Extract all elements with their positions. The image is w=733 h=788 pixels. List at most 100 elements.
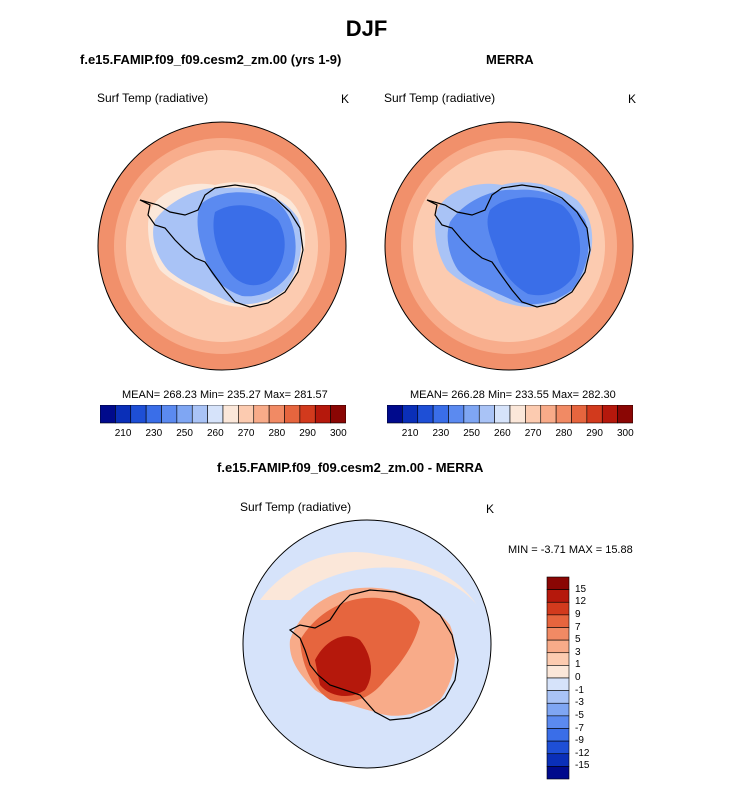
- page-title: DJF: [345, 16, 388, 41]
- colorbar-panel-1-tick-label: 290: [299, 428, 316, 439]
- panel-3-units: K: [486, 502, 495, 516]
- panel-3-stats: MIN = -3.71 MAX = 15.88: [508, 544, 633, 556]
- colorbar-panel-1-tick-label: 250: [176, 428, 193, 439]
- colorbar-panel-3-tick-label: -15: [575, 760, 590, 772]
- colorbar-panel-2-tick-label: 260: [493, 428, 511, 439]
- map-panel-2: [385, 122, 633, 370]
- colorbar-panel-1-tick-label: 210: [114, 428, 132, 439]
- colorbar-panel-2-swatch: [432, 405, 449, 424]
- colorbar-panel-2-swatch: [448, 405, 465, 424]
- colorbar-panel-3-swatch: [546, 627, 570, 641]
- colorbar-panel-1-swatch: [330, 405, 346, 424]
- colorbar-panel-2-swatch: [555, 405, 572, 424]
- colorbar-panel-3-swatch: [546, 715, 570, 729]
- colorbar-panel-3-swatch: [546, 677, 570, 691]
- panel-1-title: f.e15.FAMIP.f09_f09.cesm2_zm.00 (yrs 1-9…: [80, 52, 342, 67]
- colorbar-panel-1-tick-label: 280: [268, 428, 286, 439]
- colorbar-panel-3-tick-label: 3: [575, 646, 581, 658]
- colorbar-panel-3-tick-label: 7: [575, 621, 581, 633]
- colorbar-panel-1-tick-label: 260: [206, 428, 224, 439]
- colorbar-panel-1-swatch: [238, 405, 255, 424]
- colorbar-panel-3-swatch: [546, 753, 570, 767]
- colorbar-panel-1-swatch: [207, 405, 224, 424]
- panel-2-title: MERRA: [486, 52, 534, 67]
- colorbar-panel-3-tick-label: -3: [575, 697, 584, 709]
- colorbar-panel-2-swatch: [387, 405, 403, 424]
- colorbar-panel-3-swatch: [546, 702, 570, 717]
- map-panel-3-border: [242, 519, 492, 769]
- colorbar-panel-1-swatch: [145, 405, 162, 424]
- colorbar-panel-2: [387, 405, 633, 424]
- panel-1-variable-label: Surf Temp (radiative): [97, 91, 209, 105]
- colorbar-panel-2-swatch: [525, 405, 542, 424]
- colorbar-panel-2-swatch: [571, 405, 588, 424]
- colorbar-panel-2-tick-label: 250: [463, 428, 480, 439]
- colorbar-panel-3-tick-label: -12: [575, 747, 590, 759]
- colorbar-panel-1-swatch: [130, 405, 147, 424]
- colorbar-panel-2-swatch: [402, 405, 419, 424]
- colorbar-panel-2-swatch: [540, 405, 557, 424]
- colorbar-panel-3-tick-label: 9: [575, 608, 581, 620]
- colorbar-panel-1-tick-label: 230: [145, 428, 163, 439]
- colorbar-panel-2-tick-label: 280: [555, 428, 573, 439]
- colorbar-panel-2-swatch: [601, 405, 618, 424]
- colorbar-panel-2-ticks: 210 230 250 260 270 280 290 300: [387, 428, 634, 442]
- panel-3-variable-label: Surf Temp (radiative): [240, 500, 352, 514]
- colorbar-panel-1-swatch: [253, 405, 270, 424]
- colorbar-panel-3-swatch: [546, 601, 570, 616]
- colorbar-panel-2-swatch: [417, 405, 434, 424]
- colorbar-panel-3-swatch: [546, 728, 570, 742]
- colorbar-panel-3-swatch: [546, 766, 570, 780]
- map-panel-2-border: [384, 121, 634, 371]
- colorbar-panel-3-swatch: [546, 690, 570, 704]
- colorbar-panel-2-tick-label: 290: [586, 428, 603, 439]
- colorbar-panel-3-swatch: [546, 740, 570, 755]
- colorbar-panel-3-swatch: [546, 639, 570, 654]
- colorbar-panel-1-swatch: [176, 405, 193, 424]
- colorbar-panel-1-tick-label: 270: [237, 428, 255, 439]
- colorbar-panel-3-tick-label: -9: [575, 735, 584, 747]
- colorbar-panel-3-swatch: [546, 576, 570, 590]
- colorbar-panel-2-swatch: [509, 405, 526, 424]
- map-panel-1-border: [97, 121, 347, 371]
- colorbar-panel-2-tick-label: 270: [524, 428, 542, 439]
- colorbar-panel-2-swatch: [617, 405, 633, 424]
- colorbar-panel-3-tick-label: -7: [575, 722, 584, 734]
- map-panel-1: [98, 122, 346, 370]
- colorbar-panel-3-tick-label: 12: [575, 596, 587, 608]
- colorbar-panel-3-tick-label: 15: [575, 583, 587, 595]
- colorbar-panel-3-swatch: [546, 614, 570, 628]
- colorbar-panel-3-swatch: [546, 665, 570, 679]
- colorbar-panel-1-swatch: [161, 405, 178, 424]
- panel-3-title: f.e15.FAMIP.f09_f09.cesm2_zm.00 - MERRA: [217, 460, 484, 475]
- colorbar-panel-2-tick-label: 230: [432, 428, 450, 439]
- colorbar-panel-3-swatch: [546, 589, 570, 603]
- colorbar-panel-1-swatch: [314, 405, 331, 424]
- colorbar-panel-1-swatch: [222, 405, 239, 424]
- colorbar-panel-1-tick-label: 300: [329, 428, 347, 439]
- colorbar-panel-2-swatch: [494, 405, 511, 424]
- colorbar-panel-1-ticks: 210 230 250 260 270 280 290 300: [100, 428, 347, 442]
- colorbar-panel-2-tick-label: 300: [616, 428, 634, 439]
- colorbar-panel-2-swatch: [478, 405, 495, 424]
- colorbar-panel-3-tick-label: 0: [575, 672, 581, 683]
- colorbar-panel-3: [546, 576, 570, 780]
- colorbar-panel-3-tick-label: 1: [575, 659, 581, 671]
- panel-2-variable-label: Surf Temp (radiative): [384, 91, 496, 105]
- colorbar-panel-2-tick-label: 210: [401, 428, 419, 439]
- panel-2-stats: MEAN= 266.28 Min= 233.55 Max= 282.30: [410, 389, 616, 401]
- colorbar-panel-3-tick-label: -5: [575, 709, 584, 721]
- colorbar-panel-1-swatch: [191, 405, 208, 424]
- colorbar-panel-1-swatch: [115, 405, 132, 424]
- colorbar-panel-3-tick-label: -1: [575, 684, 584, 696]
- colorbar-panel-2-swatch: [586, 405, 603, 424]
- colorbar-panel-1-swatch: [299, 405, 316, 424]
- colorbar-panel-1-swatch: [284, 405, 301, 424]
- map-panel-3: [243, 520, 491, 768]
- colorbar-panel-3-ticks: 15 12 9 7 5 3 1 0 -1 -3 -5 -7 -9 -12 -15: [575, 576, 605, 780]
- colorbar-panel-1: [100, 405, 346, 424]
- panel-1-units: K: [341, 92, 350, 106]
- panel-2-units: K: [628, 92, 637, 106]
- colorbar-panel-1-swatch: [268, 405, 285, 424]
